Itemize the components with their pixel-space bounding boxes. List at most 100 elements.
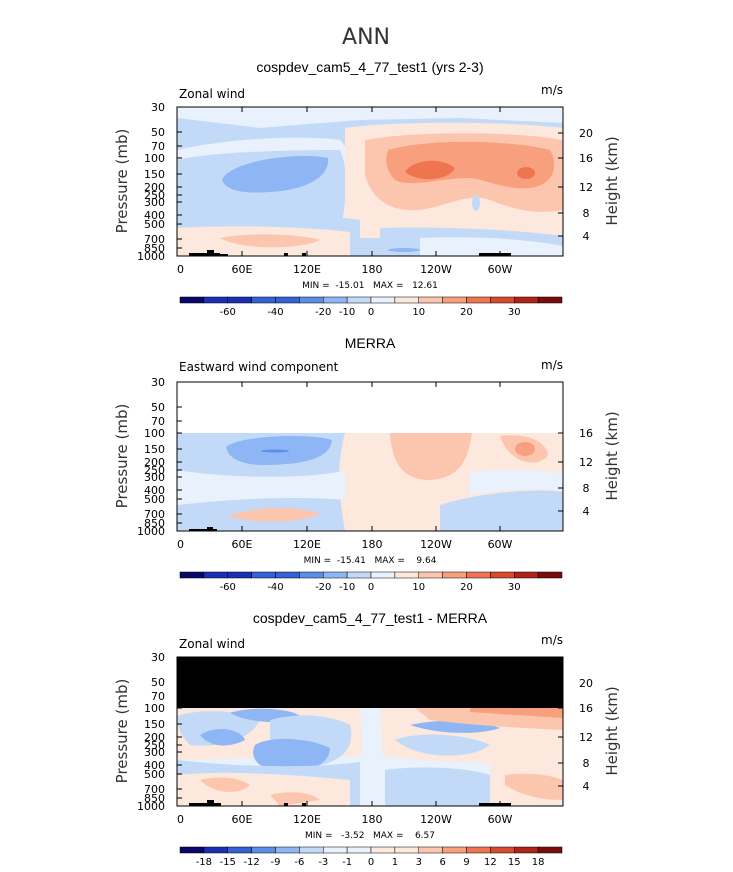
colorbar-cell [514,571,539,579]
x-tick-label: 120W [420,263,452,276]
x-tick-label: 60W [488,263,513,276]
variable-label: Eastward wind component [179,360,339,374]
height-tick-label: 4 [583,230,590,243]
y-tick-label: 70 [151,140,165,153]
contour-field [177,657,563,806]
x-tick-label: 120E [293,813,321,826]
y-tick-label: 70 [151,415,165,428]
colorbar: -60 -40 -20 -10 0 10 20 30 [179,571,563,593]
colorbar-cell [346,571,372,579]
colorbar-cell [370,296,396,304]
y-tick-label: 250 [144,739,165,752]
colorbar-cell [537,571,563,579]
height-tick-label: 12 [579,731,593,744]
colorbar-cell [203,296,228,304]
y-tick-label: 400 [144,759,165,772]
colorbar-label: -9 [271,857,281,868]
figure-title: ANN [342,25,390,50]
panel-difference: cospdev_cam5_4_77_test1 - MERRA Zonal wi… [113,610,621,868]
colorbar-cell [418,846,443,854]
colorbar-cell [394,571,419,579]
x-tick-label: 60E [232,538,253,551]
colorbar-label: 20 [460,307,473,318]
height-tick-label: 12 [579,181,593,194]
colorbar-cell [514,846,539,854]
min-max-stats: MIN = -15.01 MAX = 12.61 [302,281,438,291]
colorbar-label: 10 [412,307,425,318]
y-tick-label: 150 [144,718,165,731]
height-axis: 16 12 8 4 [558,427,593,518]
colorbar-label: -10 [339,307,355,318]
x-tick-label: 60W [488,813,513,826]
x-tick-label: 60E [232,813,253,826]
colorbar-cell [418,296,443,304]
x-tick-label: 120W [420,813,452,826]
x-tick-label: 120E [293,263,321,276]
colorbar-cell [490,846,515,854]
y-tick-label: 500 [144,493,165,506]
colorbar-label: -12 [243,857,259,868]
colorbar-cell [490,571,515,579]
colorbar-cell [346,296,372,304]
colorbar-label: -18 [196,857,212,868]
colorbar-cell [299,296,324,304]
colorbar-cell [323,571,348,579]
y-tick-label: 30 [151,651,165,664]
height-tick-label: 20 [579,127,593,140]
pressure-axis-title: Pressure (mb) [113,404,131,509]
contour-field [177,382,563,531]
colorbar-cell [370,846,396,854]
y-tick-label: 300 [144,746,165,759]
y-tick-label: 100 [144,702,165,715]
min-max-stats: MIN = -3.52 MAX = 6.57 [305,831,435,841]
y-tick-label: 50 [151,401,165,414]
colorbar-cell [442,296,467,304]
y-tick-label: 850 [144,242,165,255]
variable-label: Zonal wind [179,637,245,651]
x-tick-label: 180 [362,813,383,826]
colorbar-cell [442,571,467,579]
x-tick-label: 0 [177,263,184,276]
x-tick-label: 60E [232,263,253,276]
colorbar-cell [203,846,228,854]
x-tick-label: 0 [177,538,184,551]
y-tick-label: 150 [144,443,165,456]
colorbar-label: 1 [392,857,398,868]
colorbar-cell [323,846,348,854]
height-axis-title: Height (km) [603,411,621,500]
height-axis: 20 16 12 8 4 [558,127,593,243]
colorbar-cell [514,296,539,304]
colorbar-cell [227,846,252,854]
height-axis-title: Height (km) [603,136,621,225]
height-tick-label: 20 [579,677,593,690]
y-tick-label: 700 [144,783,165,796]
height-tick-label: 8 [583,482,590,495]
colorbar-cell [179,846,205,854]
y-tick-label: 300 [144,471,165,484]
y-tick-label: 500 [144,768,165,781]
height-tick-label: 4 [583,505,590,518]
panel-title: cospdev_cam5_4_77_test1 (yrs 2-3) [256,59,483,75]
colorbar-cell [251,571,276,579]
colorbar-cell [490,296,515,304]
x-axis: 0 60E 120E 180 120W 60W [176,382,513,551]
colorbar: -60 -40 -20 -10 0 10 20 30 [179,296,563,318]
colorbar-label: 30 [508,307,521,318]
x-tick-label: 180 [362,538,383,551]
height-axis: 20 16 12 8 4 [558,677,593,793]
y-tick-label: 1000 [137,250,165,263]
height-tick-label: 8 [583,207,590,220]
x-axis: 0 60E 120E 180 120W 60W [176,657,513,826]
y-tick-label: 30 [151,376,165,389]
height-axis-title: Height (km) [603,686,621,775]
panel-title: MERRA [345,335,396,351]
x-tick-label: 120E [293,538,321,551]
pressure-axis-title: Pressure (mb) [113,679,131,784]
colorbar-cell [275,296,300,304]
y-tick-label: 1000 [137,800,165,813]
y-tick-label: 150 [144,168,165,181]
colorbar-label: -20 [315,582,331,593]
